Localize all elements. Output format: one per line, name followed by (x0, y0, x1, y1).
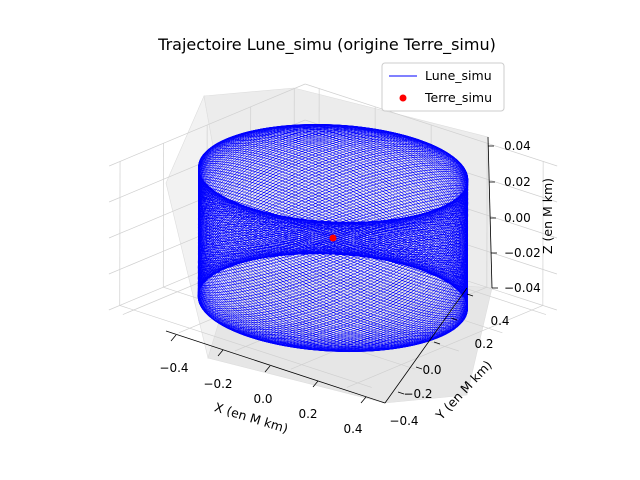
floor-grid-line (119, 305, 372, 388)
axis-lines (165, 136, 493, 404)
y-tick-mark (466, 293, 474, 297)
x-tick-label: −0.2 (203, 377, 232, 391)
legend: Lune_simu Terre_simu (381, 62, 505, 112)
x-tick-mark (170, 334, 177, 342)
z-tick-label: −0.02 (504, 246, 541, 260)
legend-box (381, 62, 505, 112)
x-tick-label: −0.4 (159, 361, 188, 375)
y-tick-mark (433, 341, 441, 345)
x-axis-line (165, 330, 386, 404)
z-axis-line (487, 136, 493, 289)
x-tick-mark (264, 365, 271, 373)
z-tick-label: 0.00 (504, 211, 531, 225)
legend-label-lune: Lune_simu (425, 68, 492, 83)
z-tick-label: 0.04 (504, 139, 531, 153)
back-grid-line (304, 191, 558, 275)
legend-dot-swatch (399, 94, 407, 102)
terre-simu-point (329, 234, 337, 242)
y-axis-line (384, 287, 468, 404)
y-ticks: −0.4 −0.2 0.0 0.2 0.4 (389, 293, 510, 428)
x-tick-label: 0.2 (298, 407, 317, 421)
y-tick-mark (450, 317, 458, 321)
y-tick-label: 0.4 (490, 314, 509, 328)
x-tick-label: 0.0 (253, 392, 272, 406)
x-tick-mark (217, 349, 224, 357)
x-tick-mark (312, 380, 319, 388)
y-tick-mark (397, 391, 405, 395)
y-tick-mark (415, 366, 423, 370)
y-tick-label: 0.2 (474, 337, 493, 351)
x-tick-label: 0.4 (343, 422, 362, 436)
z-ticks: 0.04 0.02 0.00 −0.02 −0.04 (488, 139, 541, 295)
x-tick-mark (360, 396, 367, 404)
y-tick-label: 0.0 (422, 363, 441, 377)
z-tick-label: 0.02 (504, 175, 531, 189)
chart-title: Trajectoire Lune_simu (origine Terre_sim… (157, 35, 496, 55)
side-grid-line (109, 83, 306, 167)
lune-simu-line (197, 123, 469, 353)
lune-simu-trajectory (197, 123, 469, 353)
x-axis-label: X (en M km) (213, 399, 290, 436)
y-tick-label: −0.4 (389, 414, 418, 428)
y-tick-label: −0.2 (403, 387, 432, 401)
back-grid-line (305, 83, 558, 167)
legend-label-terre: Terre_simu (424, 90, 492, 105)
z-axis-label: Z (en M km) (540, 178, 555, 254)
x-ticks: −0.4 −0.2 0.0 0.2 0.4 (159, 334, 367, 436)
z-tick-label: −0.04 (504, 281, 541, 295)
